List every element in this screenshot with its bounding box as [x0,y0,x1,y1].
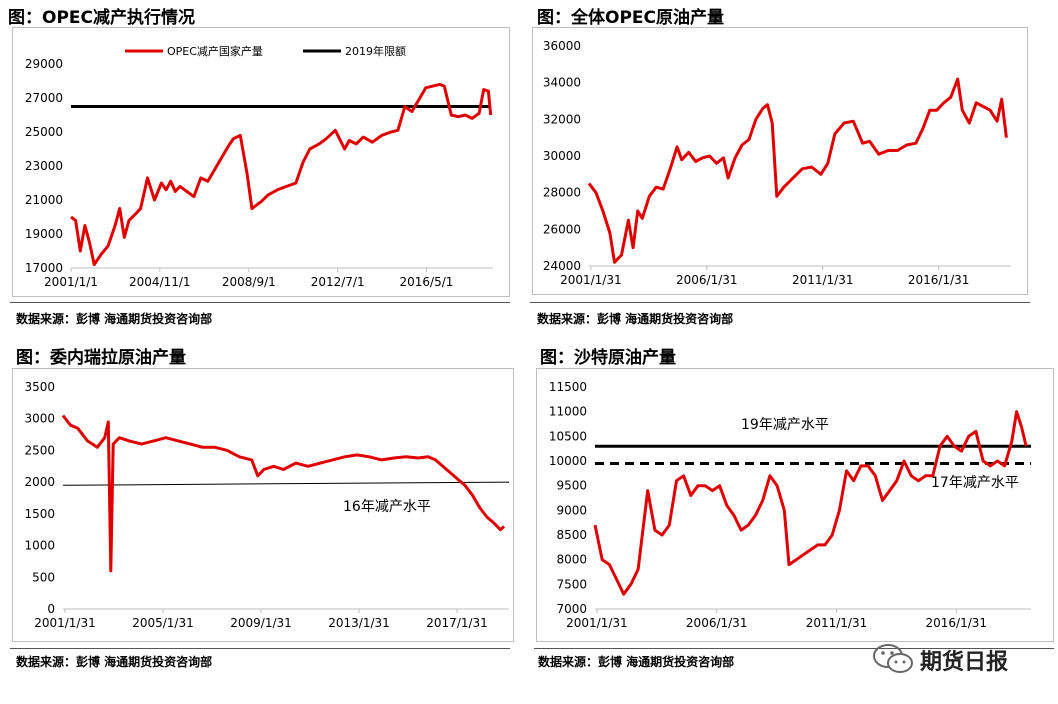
x-tick-label: 2008/9/1 [222,275,276,289]
panel-4-divider [534,648,1054,649]
x-tick-label: 2013/1/31 [328,616,390,630]
x-tick-label: 2006/1/31 [676,273,738,287]
x-tick-label: 2001/1/31 [560,273,622,287]
x-tick-label: 2001/1/1 [44,275,98,289]
series-line-production [587,77,1008,264]
y-tick-label: 8500 [556,528,587,542]
y-tick-label: 1500 [24,507,55,521]
y-tick-label: 3000 [24,412,55,426]
panel-4-title: 图：沙特原油产量 [540,348,676,368]
x-tick-label: 2016/5/1 [400,275,454,289]
annotation-top-label: 19年减产水平 [741,417,829,433]
legend-label-production: OPEC减产国家产量 [167,44,263,58]
y-tick-label: 9500 [556,479,587,493]
watermark: 期货日报 [872,642,1052,676]
x-tick-label: 2011/1/31 [806,616,868,630]
x-tick-label: 2016/1/31 [925,616,987,630]
y-tick-label: 2000 [24,475,55,489]
y-tick-label: 25000 [25,125,63,139]
x-tick-label: 2004/11/1 [129,275,191,289]
opec-total-chart-svg: 24000 26000 28000 30000 32000 34000 36000 2001/… [543,39,1011,287]
y-tick-label: 27000 [25,91,63,105]
wechat-icon [873,644,913,673]
x-tick-label: 2006/1/31 [686,616,748,630]
panel-1-chart: 17000 19000 21000 23000 25000 27000 29000 2001/… [12,27,510,297]
panel-4-source: 数据来源：彭博 海通期货投资咨询部 [538,655,735,669]
y-tick-label: 19000 [25,227,63,241]
series-line-level [62,481,510,486]
panel-3-divider [10,648,510,649]
y-tick-label: 17000 [25,261,63,275]
x-tick-label: 2011/1/31 [792,273,854,287]
y-tick-label: 1000 [24,539,55,553]
x-tick-label: 2012/7/1 [311,275,365,289]
y-tick-label: 2500 [24,443,55,457]
annotation-label: 16年减产水平 [343,499,431,515]
y-tick-label: 26000 [543,222,581,236]
series-line-production [61,414,506,573]
y-tick-label: 3500 [24,380,55,394]
x-tick-label: 2005/1/31 [132,616,194,630]
panel-1-title: 图：OPEC减产执行情况 [8,8,195,28]
series-line-production [70,82,493,267]
panel-3-title: 图：委内瑞拉原油产量 [16,348,186,368]
series-line-production [593,410,1028,596]
y-tick-label: 7000 [556,602,587,616]
y-tick-label: 9000 [556,503,587,517]
panel-3-chart: 0 500 1000 1500 2000 2500 3000 3500 2001/1/31 200… [12,368,514,642]
y-tick-label: 28000 [543,186,581,200]
y-tick-label: 7500 [556,577,587,591]
y-tick-label: 29000 [25,57,63,71]
y-tick-label: 500 [32,570,55,584]
y-tick-label: 8000 [556,553,587,567]
panel-2-divider [530,302,1030,303]
y-tick-label: 11500 [549,380,587,394]
legend-label-limit: 2019年限额 [345,44,406,58]
y-tick-label: 32000 [543,112,581,126]
watermark-text: 期货日报 [920,650,1009,675]
y-tick-label: 24000 [543,259,581,273]
y-tick-label: 11000 [549,405,587,419]
x-tick-label: 2001/1/31 [34,616,96,630]
y-tick-label: 10000 [549,454,587,468]
y-tick-label: 30000 [543,149,581,163]
y-tick-label: 21000 [25,193,63,207]
opec-cut-chart-svg: 17000 19000 21000 23000 25000 27000 29000 2001/… [25,44,493,289]
y-tick-label: 34000 [543,76,581,90]
y-tick-label: 36000 [543,39,581,53]
panel-2-source: 数据来源：彭博 海通期货投资咨询部 [537,312,734,326]
x-tick-label: 2009/1/31 [230,616,292,630]
y-tick-label: 10500 [549,429,587,443]
y-tick-label: 0 [47,602,55,616]
panel-2-title: 图：全体OPEC原油产量 [537,8,724,28]
panel-1-divider [10,302,510,303]
panel-1-source: 数据来源：彭博 海通期货投资咨询部 [16,312,213,326]
panel-3-source: 数据来源：彭博 海通期货投资咨询部 [16,655,213,669]
panel-4-chart: 7000 7500 8000 8500 9000 9500 10000 10500 11000 1… [536,368,1054,642]
panel-2-chart: 24000 26000 28000 30000 32000 34000 36000 2001/… [532,27,1028,295]
x-tick-label: 2016/1/31 [908,273,970,287]
annotation-bottom-label: 17年减产水平 [931,475,1019,491]
x-tick-label: 2001/1/31 [566,616,628,630]
x-tick-label: 2017/1/31 [426,616,488,630]
saudi-chart-svg: 7000 7500 8000 8500 9000 9500 10000 10500 11000 1… [549,380,1031,630]
y-tick-label: 23000 [25,159,63,173]
venezuela-chart-svg: 0 500 1000 1500 2000 2500 3000 3500 2001/1/31 200… [24,380,510,630]
